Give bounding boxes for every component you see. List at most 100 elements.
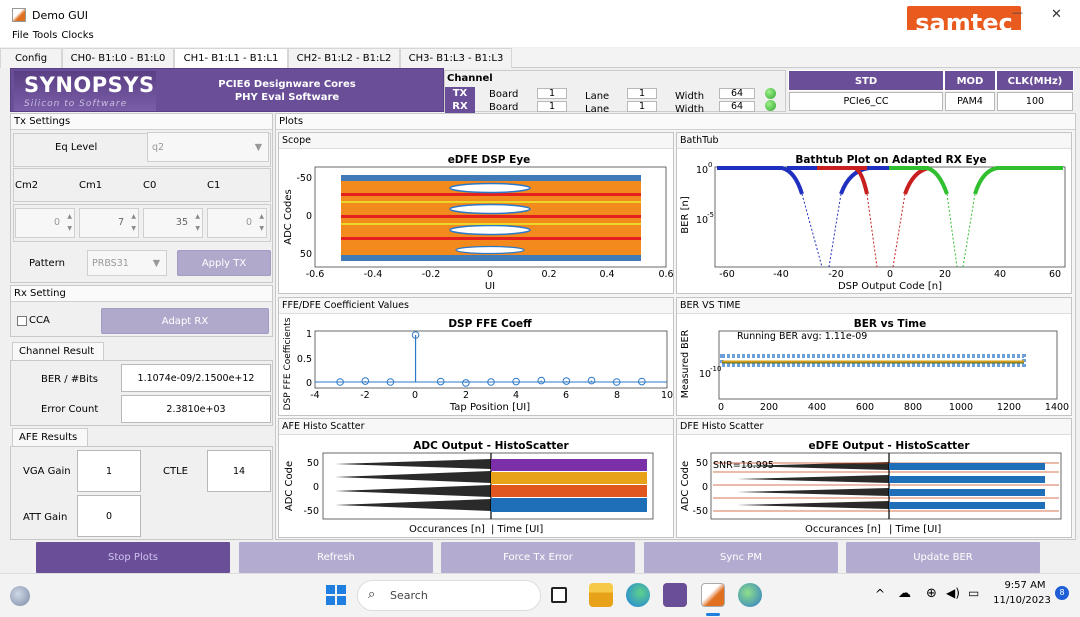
update-ber-button[interactable]: Update BER [846, 542, 1040, 573]
rx-board-field[interactable]: 1 [537, 101, 567, 112]
dfe-histogram [737, 462, 889, 509]
cm1-spinner[interactable]: 7 ▲ ▼ [79, 208, 139, 238]
minimize-icon[interactable]: — [1012, 6, 1023, 19]
ffe-plot: DSP FFE Coeff 1 0.5 0 -4 -2 0 2 4 6 8 10… [283, 317, 673, 413]
sync-pm-button[interactable]: Sync PM [644, 542, 838, 573]
tray-chevron-icon[interactable]: ^ [875, 587, 886, 601]
menu-tools[interactable]: Tools [32, 30, 58, 41]
task-view-icon[interactable] [551, 587, 567, 603]
afe-histo-plot: ADC Output - HistoScatter 50 0 -50 Occur… [284, 440, 654, 535]
tab-ch1[interactable]: CH1- B1:L1 - B1:L1 [174, 48, 288, 68]
ffe-ytick: 0 [306, 378, 312, 389]
tx-settings-title: Tx Settings [11, 114, 272, 130]
adapt-rx-button[interactable]: Adapt RX [101, 308, 269, 334]
bathtub-curves [717, 166, 1063, 268]
force-tx-error-button[interactable]: Force Tx Error [441, 542, 635, 573]
channel-panel: Channel TX RX Board Board 1 1 Lane Lane … [444, 70, 786, 115]
ber-time-xtick: 400 [808, 402, 826, 413]
widgets-icon[interactable] [10, 586, 30, 606]
ffe-marker [537, 376, 546, 385]
dfe-histo-ylabel: ADC Code [680, 461, 691, 511]
mod-value: PAM4 [945, 92, 995, 111]
c1-spinner[interactable]: 0 ▲ ▼ [207, 208, 267, 238]
pattern-select[interactable]: PRBS31 ▼ [87, 250, 167, 276]
banner-line1: PCIE6 Designware Cores [218, 79, 356, 90]
cm2-spinner[interactable]: 0 ▲ ▼ [15, 208, 75, 238]
channel-result-tab[interactable]: Channel Result [12, 342, 104, 361]
menu-file[interactable]: File [12, 30, 29, 41]
scope-panel-title: Scope [279, 133, 673, 149]
ber-time-xtick: 200 [760, 402, 778, 413]
rx-status-icon [765, 100, 776, 111]
bathtub-xtick: -20 [828, 269, 844, 280]
language-icon[interactable]: ⊕ [926, 586, 937, 601]
afe-histo-xlabel-right: | Time [UI] [491, 524, 543, 535]
stop-plots-button[interactable]: Stop Plots [36, 542, 230, 573]
ffe-xticks: -4 -2 0 2 4 6 8 10 [310, 390, 673, 401]
tx-board-label: Board [489, 89, 519, 100]
afe-results-tab[interactable]: AFE Results [12, 428, 88, 447]
scope-plot: eDFE DSP Eye -50 0 50 [283, 154, 674, 292]
vga-gain-value: 1 [77, 450, 141, 492]
rx-width-field[interactable]: 64 [719, 101, 755, 112]
matlab-app-icon[interactable] [701, 583, 725, 607]
rx-board-label: Board [489, 102, 519, 113]
tab-config[interactable]: Config [0, 48, 62, 68]
dfe-histo-xlabel-left: Occurances [n] [805, 524, 881, 535]
vga-gain-label: VGA Gain [23, 466, 71, 477]
tx-width-label: Width [675, 91, 705, 102]
bathtub-ytick-exp: -5 [707, 211, 714, 219]
start-icon[interactable] [326, 585, 346, 605]
ffe-xtick: 6 [563, 390, 569, 401]
close-icon[interactable]: ✕ [1051, 7, 1062, 22]
bathtub-xtick: -40 [773, 269, 789, 280]
clock-date[interactable]: 11/10/2023 [993, 595, 1051, 606]
battery-icon[interactable]: ▭ [968, 586, 980, 600]
synopsys-banner: SYNOPSYS Silicon to Software PCIE6 Desig… [10, 68, 444, 112]
ber-label: BER / #Bits [41, 374, 99, 385]
apply-tx-button[interactable]: Apply TX [177, 250, 271, 276]
afe-histo-ylabel: ADC Code [284, 461, 295, 511]
afe-histo-panel: AFE Histo Scatter ADC Output - HistoScat… [278, 418, 674, 538]
notification-badge[interactable]: 8 [1055, 586, 1069, 600]
synopsys-app-icon[interactable] [663, 583, 687, 607]
bathtub-xtick: 0 [887, 269, 893, 280]
globe-app-icon[interactable] [738, 583, 762, 607]
rx-setting-panel: Rx Setting CCA Adapt RX [10, 285, 273, 337]
search-icon: ⌕ [368, 587, 376, 602]
afe-histo-panel-title: AFE Histo Scatter [279, 419, 673, 435]
ffe-marker [411, 331, 420, 339]
afe-histo-xlabel-left: Occurances [n] [409, 524, 485, 535]
tab-ch2[interactable]: CH2- B1:L2 - B1:L2 [288, 48, 400, 68]
afe-histo-yticks: 50 0 -50 [303, 458, 319, 517]
c0-spinner[interactable]: 35 ▲ ▼ [143, 208, 203, 238]
edge-icon[interactable] [626, 583, 650, 607]
tx-width-field[interactable]: 64 [719, 88, 755, 99]
menu-clocks[interactable]: Clocks [61, 30, 94, 41]
volume-icon[interactable]: ◀) [946, 586, 960, 600]
scope-xtick: 0.4 [599, 269, 614, 280]
cca-checkbox[interactable] [17, 316, 27, 326]
refresh-button[interactable]: Refresh [239, 542, 433, 573]
tx-board-field[interactable]: 1 [537, 88, 567, 99]
ffe-panel: FFE/DFE Coefficient Values DSP FFE Coeff… [278, 297, 674, 416]
ber-value: 1.1074e-09/2.1500e+12 [121, 364, 271, 392]
tab-ch3[interactable]: CH3- B1:L3 - B1:L3 [400, 48, 512, 68]
ber-time-xticks: 0 200 400 600 800 1000 1200 1400 [718, 402, 1069, 413]
search-box[interactable]: ⌕ Search [357, 580, 541, 611]
cloud-icon[interactable]: ☁ [898, 586, 911, 601]
ber-time-panel-title: BER VS TIME [677, 298, 1071, 314]
rx-lane-field[interactable]: 1 [627, 101, 657, 112]
file-explorer-icon[interactable] [589, 583, 613, 607]
synopsys-logo: SYNOPSYS Silicon to Software [14, 71, 156, 111]
ber-time-plot: BER vs Time Running BER avg: 1.11e-09 10… [680, 318, 1069, 413]
tab-ch0[interactable]: CH0- B1:L0 - B1:L0 [62, 48, 174, 68]
scope-xticks: -0.6 -0.4 -0.2 0 0.2 0.4 0.6 [306, 269, 674, 280]
ffe-title: DSP FFE Coeff [448, 318, 532, 330]
eq-level-select[interactable]: q2 ▼ [147, 132, 269, 162]
pattern-label: Pattern [29, 258, 65, 269]
tx-lane-field[interactable]: 1 [627, 88, 657, 99]
clock-time[interactable]: 9:57 AM [1004, 580, 1046, 591]
dfe-threshold-lines [713, 462, 1059, 512]
ber-time-xtick: 800 [904, 402, 922, 413]
